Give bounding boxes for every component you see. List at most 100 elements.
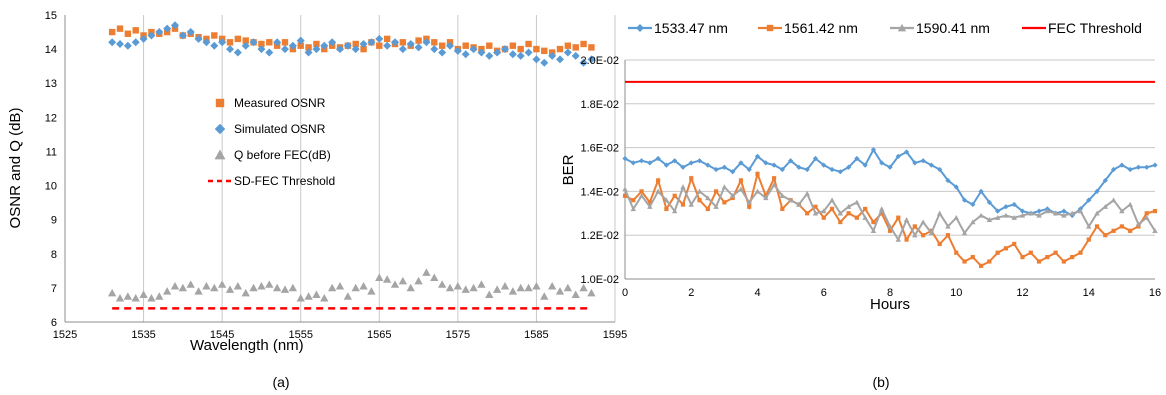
chart-b-point-diamond — [1110, 166, 1117, 173]
chart-b-point-square — [1119, 224, 1124, 229]
chart-b-y-tick-label: 1.2E-02 — [580, 230, 619, 242]
chart-b-x-tick-label: 10 — [950, 287, 962, 299]
chart-b-x-tick-label: 8 — [887, 287, 893, 299]
chart-b-point-square — [1128, 228, 1133, 233]
chart-b-point-triangle — [829, 197, 835, 203]
chart-a-point-square — [517, 45, 524, 53]
chart-b-point-diamond — [1102, 177, 1108, 184]
chart-a-point-triangle — [367, 287, 376, 295]
chart-a-point-triangle — [320, 293, 329, 302]
chart-a-point-triangle — [170, 282, 180, 290]
chart-b-point-triangle — [854, 199, 860, 205]
chart-b-point-triangle — [671, 208, 678, 214]
chart-b-point-triangle — [779, 193, 786, 198]
chart-a-x-tick-label: 1525 — [53, 329, 77, 341]
chart-a-point-diamond — [249, 38, 258, 47]
chart-a-point-triangle — [437, 280, 447, 288]
chart-b: 1.0E-02 1.2E-02 1.4E-02 1.6E-02 1.8E-02 2.0E-… — [560, 20, 1161, 390]
chart-a-point-square — [415, 37, 422, 44]
chart-b-point-square — [622, 193, 628, 198]
chart-a-point-square — [266, 39, 273, 46]
chart-b-point-triangle — [887, 223, 893, 229]
chart-b-point-triangle — [754, 188, 761, 194]
chart-b-point-diamond — [995, 208, 1001, 214]
chart-a-y-tick-label: 9 — [51, 215, 57, 227]
chart-a-point-diamond — [477, 48, 486, 57]
chart-b-point-diamond — [738, 160, 744, 166]
chart-b-point-square — [680, 202, 686, 207]
chart-a-point-triangle — [547, 282, 557, 290]
chart-b-point-diamond — [713, 166, 719, 173]
chart-b-point-diamond — [854, 155, 860, 162]
chart-b-marks — [622, 80, 1158, 268]
chart-b-point-diamond — [1144, 164, 1150, 170]
chart-a-point-square — [588, 44, 595, 51]
chart-b-point-diamond — [887, 164, 893, 170]
chart-a-point-triangle — [217, 280, 227, 288]
chart-b-point-triangle — [970, 219, 976, 225]
chart-a-point-diamond — [485, 51, 494, 60]
chart-a-point-diamond — [501, 45, 509, 54]
chart-a-point-triangle — [139, 290, 148, 299]
chart-b-point-diamond — [788, 158, 794, 164]
chart-b-y-tick-label: 1.0E-02 — [580, 274, 619, 286]
chart-b-point-diamond — [1127, 166, 1133, 173]
chart-b-point-square — [954, 250, 959, 255]
chart-b-x-tick-label: 0 — [622, 287, 628, 299]
chart-a-point-triangle — [406, 283, 415, 292]
chart-a-point-triangle — [508, 287, 518, 295]
chart-a-tick-labels: 1525 1535 1545 1555 1565 1575 1585 1595 6 7 8 9 10 11… — [45, 10, 627, 341]
chart-a-point-square — [509, 42, 517, 49]
chart-a-point-triangle — [469, 283, 478, 292]
chart-b-point-diamond — [705, 162, 711, 168]
chart-b-point-square — [995, 250, 1000, 255]
chart-b-point-triangle — [945, 223, 951, 229]
chart-b-point-diamond — [928, 162, 935, 168]
chart-a-point-diamond — [367, 38, 376, 47]
chart-b-x-tick-label: 14 — [1083, 287, 1095, 299]
chart-a-x-tick-label: 1535 — [131, 329, 155, 341]
chart-b-point-triangle — [680, 184, 686, 190]
chart-b-point-triangle — [994, 214, 1001, 220]
chart-a-point-triangle — [445, 283, 455, 292]
chart-b-point-diamond — [920, 158, 926, 164]
chart-b-point-triangle — [1127, 201, 1133, 207]
chart-a-point-square — [541, 47, 548, 55]
chart-b-point-triangle — [1077, 208, 1084, 214]
chart-b-legend-label: 1533.47 nm — [654, 20, 728, 36]
chart-a-point-diamond — [532, 55, 541, 64]
chart-b-point-diamond — [986, 199, 992, 205]
chart-b-point-diamond — [937, 166, 943, 173]
chart-b-point-triangle — [1143, 214, 1150, 220]
chart-b-point-square — [1053, 250, 1058, 255]
chart-a-point-diamond — [375, 34, 384, 43]
chart-b-point-square — [1028, 250, 1033, 255]
chart-a-y-tick-label: 13 — [45, 78, 57, 90]
chart-a-point-diamond — [123, 41, 132, 50]
chart-a-point-square — [211, 32, 218, 39]
chart-b-legend-label: FEC Threshold — [1048, 20, 1142, 36]
chart-b-point-triangle — [903, 217, 910, 223]
chart-a-marks — [107, 21, 596, 310]
chart-a-point-diamond — [202, 38, 211, 47]
chart-b-point-triangle — [1069, 210, 1075, 216]
chart-a-point-diamond — [241, 41, 250, 50]
chart-a-point-diamond — [131, 38, 140, 47]
chart-a-point-diamond — [579, 58, 588, 67]
chart-b-point-square — [722, 200, 727, 205]
chart-b-legend-swatch-marker — [636, 24, 644, 32]
chart-a-point-square — [124, 30, 132, 37]
chart-b-point-square — [945, 233, 951, 238]
chart-b-point-triangle — [837, 210, 844, 216]
chart-b-legend: 1533.47 nm 1561.42 nm 1590.41 nm FEC Thresh… — [628, 20, 1142, 36]
chart-a-point-triangle — [587, 288, 596, 297]
chart-b-point-triangle — [688, 201, 694, 207]
chart-a-point-square — [108, 28, 116, 36]
chart-a-point-square — [305, 44, 312, 51]
chart-b-point-diamond — [870, 147, 877, 153]
chart-b-point-triangle — [1044, 208, 1051, 214]
chart-a-point-triangle — [398, 276, 408, 285]
chart-b-point-square — [1020, 255, 1025, 260]
chart-b-point-square — [1094, 224, 1100, 229]
chart-b-point-square — [879, 211, 884, 216]
